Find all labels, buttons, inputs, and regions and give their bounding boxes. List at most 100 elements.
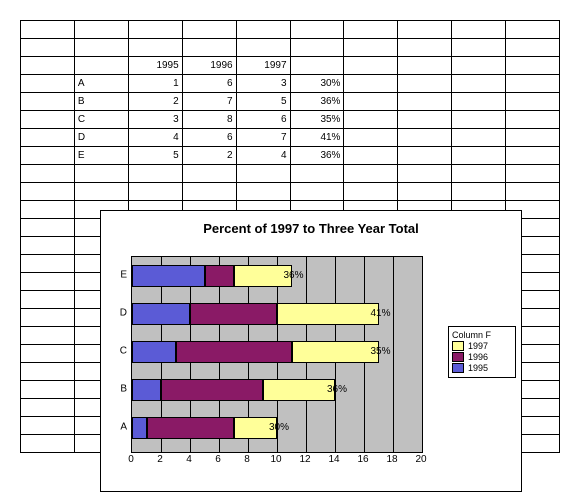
cell[interactable] xyxy=(452,129,506,147)
cell[interactable] xyxy=(506,57,560,75)
cell[interactable]: B xyxy=(74,93,128,111)
cell[interactable] xyxy=(506,183,560,201)
cell[interactable]: 3 xyxy=(128,111,182,129)
cell[interactable] xyxy=(21,309,75,327)
cell[interactable] xyxy=(452,183,506,201)
cell[interactable] xyxy=(21,345,75,363)
cell[interactable] xyxy=(21,417,75,435)
cell[interactable]: 1997 xyxy=(236,57,290,75)
cell[interactable]: 30% xyxy=(290,75,344,93)
cell[interactable] xyxy=(182,165,236,183)
cell[interactable]: 5 xyxy=(128,147,182,165)
cell[interactable]: 1995 xyxy=(128,57,182,75)
cell[interactable] xyxy=(236,39,290,57)
cell[interactable] xyxy=(452,147,506,165)
cell[interactable] xyxy=(506,147,560,165)
cell[interactable] xyxy=(290,21,344,39)
cell[interactable] xyxy=(21,39,75,57)
cell[interactable] xyxy=(128,183,182,201)
cell[interactable] xyxy=(182,183,236,201)
cell[interactable] xyxy=(344,75,398,93)
cell[interactable] xyxy=(452,75,506,93)
cell[interactable] xyxy=(398,93,452,111)
cell[interactable] xyxy=(21,237,75,255)
cell[interactable] xyxy=(398,129,452,147)
cell[interactable]: A xyxy=(74,75,128,93)
cell[interactable] xyxy=(344,21,398,39)
cell[interactable] xyxy=(21,291,75,309)
cell[interactable] xyxy=(506,39,560,57)
cell[interactable]: 36% xyxy=(290,93,344,111)
cell[interactable] xyxy=(506,129,560,147)
cell[interactable] xyxy=(452,165,506,183)
cell[interactable]: 1 xyxy=(128,75,182,93)
cell[interactable] xyxy=(21,363,75,381)
cell[interactable] xyxy=(21,165,75,183)
cell[interactable]: 6 xyxy=(236,111,290,129)
cell[interactable] xyxy=(182,39,236,57)
cell[interactable] xyxy=(236,165,290,183)
cell[interactable] xyxy=(128,39,182,57)
cell[interactable] xyxy=(236,183,290,201)
cell[interactable]: 5 xyxy=(236,93,290,111)
cell[interactable] xyxy=(290,165,344,183)
cell[interactable] xyxy=(398,165,452,183)
cell[interactable]: C xyxy=(74,111,128,129)
cell[interactable] xyxy=(236,21,290,39)
cell[interactable] xyxy=(398,21,452,39)
cell[interactable] xyxy=(128,21,182,39)
cell[interactable] xyxy=(21,327,75,345)
cell[interactable] xyxy=(506,21,560,39)
cell[interactable] xyxy=(74,39,128,57)
cell[interactable] xyxy=(21,147,75,165)
cell[interactable] xyxy=(74,165,128,183)
cell[interactable] xyxy=(290,57,344,75)
cell[interactable] xyxy=(398,39,452,57)
cell[interactable] xyxy=(344,93,398,111)
cell[interactable]: 8 xyxy=(182,111,236,129)
cell[interactable] xyxy=(506,111,560,129)
cell[interactable] xyxy=(344,183,398,201)
cell[interactable]: 2 xyxy=(128,93,182,111)
cell[interactable] xyxy=(21,111,75,129)
cell[interactable] xyxy=(344,165,398,183)
cell[interactable] xyxy=(21,219,75,237)
cell[interactable]: 35% xyxy=(290,111,344,129)
cell[interactable] xyxy=(398,111,452,129)
cell[interactable] xyxy=(21,93,75,111)
cell[interactable] xyxy=(452,93,506,111)
cell[interactable] xyxy=(344,57,398,75)
cell[interactable] xyxy=(398,75,452,93)
cell[interactable] xyxy=(21,381,75,399)
cell[interactable] xyxy=(506,165,560,183)
cell[interactable] xyxy=(506,75,560,93)
cell[interactable] xyxy=(452,57,506,75)
cell[interactable] xyxy=(21,21,75,39)
cell[interactable] xyxy=(344,111,398,129)
cell[interactable] xyxy=(182,21,236,39)
cell[interactable] xyxy=(452,21,506,39)
cell[interactable] xyxy=(21,273,75,291)
cell[interactable]: 3 xyxy=(236,75,290,93)
cell[interactable]: 7 xyxy=(182,93,236,111)
cell[interactable] xyxy=(506,93,560,111)
cell[interactable]: 41% xyxy=(290,129,344,147)
cell[interactable] xyxy=(290,39,344,57)
cell[interactable] xyxy=(398,183,452,201)
cell[interactable] xyxy=(21,201,75,219)
cell[interactable] xyxy=(74,21,128,39)
cell[interactable] xyxy=(21,75,75,93)
cell[interactable]: 1996 xyxy=(182,57,236,75)
cell[interactable] xyxy=(21,255,75,273)
cell[interactable]: 6 xyxy=(182,75,236,93)
cell[interactable] xyxy=(21,129,75,147)
cell[interactable] xyxy=(344,39,398,57)
cell[interactable]: 2 xyxy=(182,147,236,165)
cell[interactable] xyxy=(452,39,506,57)
cell[interactable]: D xyxy=(74,129,128,147)
cell[interactable] xyxy=(21,183,75,201)
cell[interactable] xyxy=(21,399,75,417)
cell[interactable] xyxy=(21,435,75,453)
cell[interactable] xyxy=(290,183,344,201)
cell[interactable] xyxy=(74,183,128,201)
